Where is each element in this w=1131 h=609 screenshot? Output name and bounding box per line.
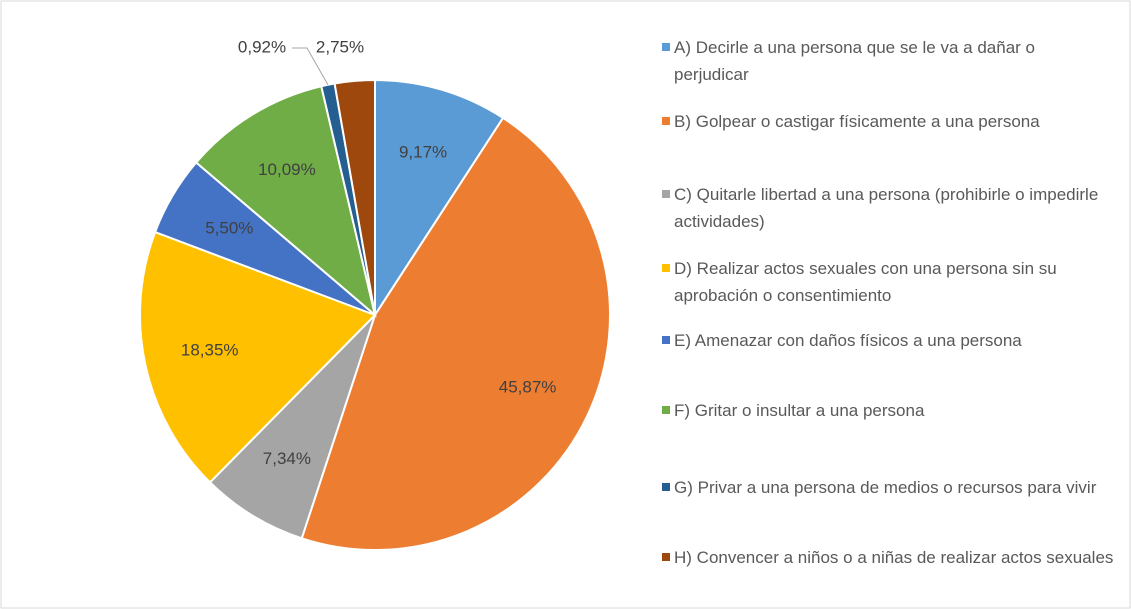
legend-item: E) Amenazar con daños físicos a una pers… bbox=[662, 327, 1114, 354]
legend-swatch bbox=[662, 264, 670, 272]
legend-label: D) Realizar actos sexuales con una perso… bbox=[674, 259, 1057, 305]
pie-slice bbox=[194, 85, 377, 318]
legend-label: B) Golpear o castigar físicamente a una … bbox=[674, 112, 1040, 131]
leader-line bbox=[292, 47, 329, 86]
legend-item: F) Gritar o insultar a una persona bbox=[662, 397, 1114, 424]
legend-swatch bbox=[662, 43, 670, 51]
pie-slice bbox=[208, 314, 376, 540]
legend-label: G) Privar a una persona de medios o recu… bbox=[674, 478, 1097, 497]
legend-label: H) Convencer a niños o a niñas de realiz… bbox=[674, 548, 1114, 567]
legend-swatch bbox=[662, 117, 670, 125]
data-label: 2,75% bbox=[316, 37, 364, 56]
legend-label: A) Decirle a una persona que se le va a … bbox=[674, 38, 1036, 84]
pie-slice bbox=[139, 230, 377, 484]
legend-swatch bbox=[662, 406, 670, 414]
legend-swatch bbox=[662, 336, 670, 344]
legend-label: E) Amenazar con daños físicos a una pers… bbox=[674, 331, 1022, 350]
legend-item: A) Decirle a una persona que se le va a … bbox=[662, 34, 1114, 88]
data-label: 7,34% bbox=[263, 449, 311, 468]
data-label: 45,87% bbox=[499, 378, 557, 397]
data-label: 9,17% bbox=[399, 142, 447, 161]
legend-swatch bbox=[662, 553, 670, 561]
legend-item: C) Quitarle libertad a una persona (proh… bbox=[662, 181, 1114, 235]
legend-item: D) Realizar actos sexuales con una perso… bbox=[662, 255, 1114, 309]
data-label: 18,35% bbox=[181, 341, 239, 360]
data-label: 5,50% bbox=[205, 218, 253, 237]
legend-swatch bbox=[662, 190, 670, 198]
legend-item: G) Privar a una persona de medios o recu… bbox=[662, 474, 1114, 501]
legend-swatch bbox=[662, 483, 670, 491]
legend-item: H) Convencer a niños o a niñas de realiz… bbox=[662, 544, 1114, 571]
data-label: 0,92% bbox=[238, 37, 286, 56]
legend-label: F) Gritar o insultar a una persona bbox=[674, 401, 925, 420]
data-label: 10,09% bbox=[258, 160, 316, 179]
legend-item: B) Golpear o castigar físicamente a una … bbox=[662, 108, 1114, 135]
legend-label: C) Quitarle libertad a una persona (proh… bbox=[674, 185, 1099, 231]
pie-slice bbox=[333, 78, 376, 316]
pie-slice bbox=[374, 78, 505, 319]
pie-slice bbox=[300, 116, 611, 551]
